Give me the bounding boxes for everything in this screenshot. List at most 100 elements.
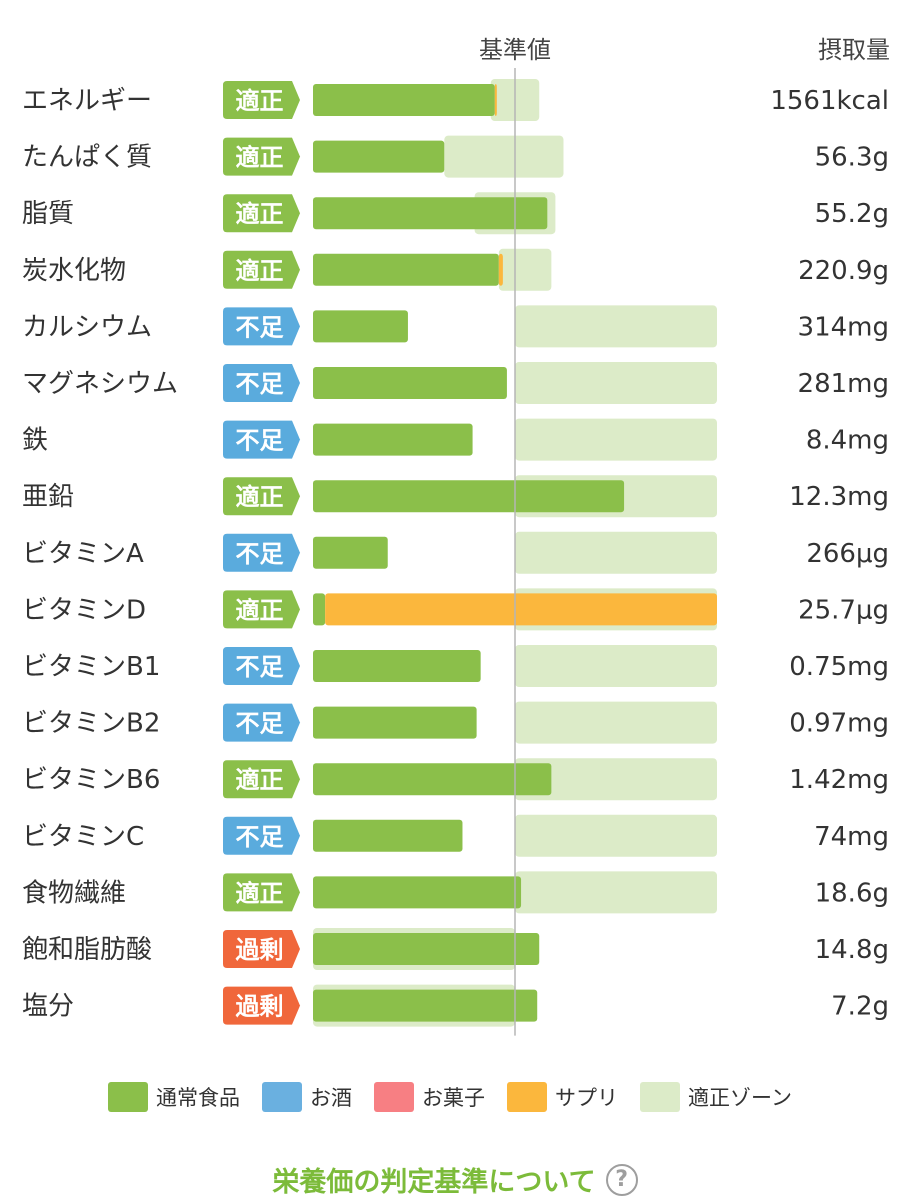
- bar-segment: [313, 819, 463, 852]
- bar-segment: [313, 536, 388, 569]
- status-badge: [223, 873, 300, 912]
- intake-value: 25.7μg: [798, 595, 889, 625]
- status-badge-label: 不足: [236, 710, 284, 738]
- intake-value: 14.8g: [815, 935, 889, 965]
- status-badge-label: 適正: [236, 766, 284, 794]
- status-badge-label: 適正: [236, 596, 284, 624]
- intake-value: 1561kcal: [770, 86, 889, 116]
- nutrient-label: エネルギー: [22, 86, 152, 116]
- status-badge-label: 適正: [236, 87, 284, 115]
- proper-zone-band: [515, 645, 717, 687]
- intake-amount-header: 摂取量: [818, 36, 890, 64]
- intake-value: 314mg: [798, 312, 889, 342]
- bar-segment: [313, 197, 548, 230]
- nutrient-label: 食物繊維: [22, 878, 126, 908]
- status-badge: [223, 986, 300, 1025]
- intake-value: 18.6g: [815, 878, 889, 908]
- bar-segment: [313, 593, 326, 626]
- status-badge: [223, 137, 300, 176]
- intake-value: 7.2g: [831, 992, 889, 1022]
- status-badge-label: 適正: [236, 257, 284, 285]
- nutrient-label: 鉄: [22, 426, 48, 456]
- proper-zone-band: [498, 248, 552, 291]
- intake-value: 281mg: [798, 369, 889, 399]
- nutrient-label: 脂質: [22, 199, 74, 229]
- status-badge: [223, 816, 300, 855]
- nutrient-label: 炭水化物: [22, 256, 126, 286]
- status-badge-label: 不足: [236, 540, 284, 568]
- bar-segment: [313, 989, 538, 1022]
- legend-item-sweets: お菓子: [374, 1082, 485, 1112]
- bar-segment: [313, 253, 499, 286]
- status-badge-label: 過剰: [236, 936, 284, 964]
- legend-label-supplement: サプリ: [555, 1086, 618, 1110]
- bar-segment: [313, 140, 445, 173]
- legend-item-normal-food: 通常食品: [108, 1082, 240, 1112]
- bar-segment: [494, 84, 497, 116]
- status-badge: [223, 590, 300, 629]
- status-badge: [223, 930, 300, 968]
- nutrient-label: ビタミンB1: [22, 652, 160, 682]
- bar-segment: [313, 706, 477, 739]
- status-badge-label: 適正: [236, 144, 284, 172]
- status-badge: [223, 307, 300, 346]
- nutrient-label: 塩分: [22, 992, 74, 1022]
- intake-value: 74mg: [814, 822, 889, 852]
- proper-zone-band: [515, 814, 717, 857]
- status-badge-label: 適正: [236, 879, 284, 907]
- proper-zone-band: [515, 758, 717, 801]
- nutrient-label: ビタミンC: [22, 822, 144, 852]
- intake-value: 55.2g: [815, 199, 889, 229]
- question-circle-icon[interactable]: ?: [605, 1163, 638, 1196]
- bar-segment: [313, 423, 473, 456]
- legend-swatch-sweets: [374, 1082, 414, 1112]
- nutrient-label: 飽和脂肪酸: [22, 935, 152, 965]
- status-badge-label: 適正: [236, 200, 284, 228]
- status-badge: [223, 647, 300, 685]
- proper-zone-band: [515, 362, 717, 404]
- legend-swatch-alcohol: [262, 1082, 302, 1112]
- reference-value-header: 基準値: [479, 36, 551, 64]
- bar-segment: [313, 650, 481, 682]
- intake-value: 0.97mg: [789, 709, 889, 739]
- status-badge: [223, 194, 300, 233]
- legend-label-normal-food: 通常食品: [156, 1086, 240, 1110]
- legend-item-supplement: サプリ: [507, 1082, 618, 1112]
- status-badge-label: 不足: [236, 823, 284, 851]
- status-badge: [223, 760, 300, 799]
- status-badge: [223, 250, 300, 289]
- status-badge: [223, 477, 300, 516]
- legend-label-alcohol: お酒: [310, 1086, 352, 1110]
- intake-value: 8.4mg: [806, 426, 889, 456]
- bar-segment: [498, 253, 503, 286]
- criteria-info-link[interactable]: 栄養価の判定基準について ?: [0, 1160, 910, 1199]
- status-badge: [223, 703, 300, 742]
- nutrient-label: ビタミンB6: [22, 765, 160, 795]
- proper-zone-band: [515, 701, 717, 744]
- proper-zone-band: [444, 135, 564, 178]
- proper-zone-band: [515, 418, 717, 461]
- proper-zone-band: [515, 305, 717, 348]
- intake-value: 0.75mg: [789, 652, 889, 682]
- nutrient-label: 亜鉛: [22, 482, 74, 512]
- nutrient-label: ビタミンB2: [22, 709, 160, 739]
- nutrient-label: カルシウム: [22, 312, 152, 342]
- status-badge-label: 不足: [236, 653, 284, 681]
- status-badge-label: 不足: [236, 313, 284, 341]
- bar-segment: [313, 480, 625, 513]
- legend-item-proper-zone: 適正ゾーン: [640, 1082, 792, 1112]
- intake-value: 266μg: [806, 539, 889, 569]
- legend-swatch-normal-food: [108, 1082, 148, 1112]
- bar-segment: [313, 763, 552, 796]
- nutrient-label: ビタミンD: [22, 595, 146, 625]
- status-badge-label: 過剰: [236, 993, 284, 1021]
- proper-zone-band: [515, 871, 717, 914]
- criteria-info-link-text[interactable]: 栄養価の判定基準について: [272, 1167, 596, 1198]
- bar-segment: [313, 84, 495, 116]
- status-badge: [223, 81, 300, 119]
- bar-segment: [325, 593, 717, 626]
- nutrient-label: ビタミンA: [22, 539, 144, 569]
- status-badge: [223, 364, 300, 402]
- bar-segment: [313, 310, 408, 343]
